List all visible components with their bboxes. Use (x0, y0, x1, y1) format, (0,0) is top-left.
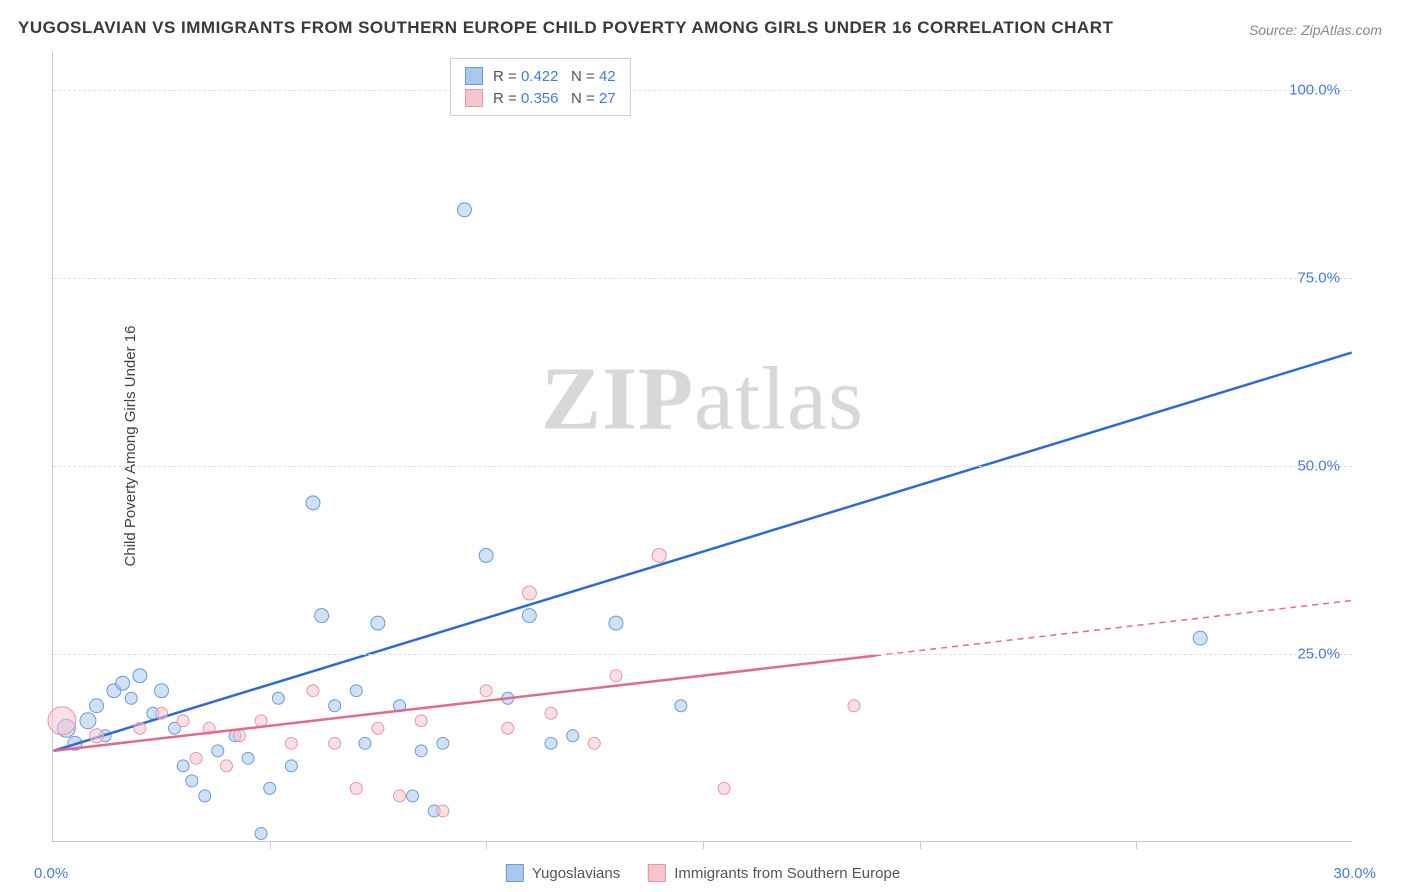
series-legend: Yugoslavians Immigrants from Southern Eur… (506, 864, 900, 882)
data-point (133, 669, 147, 683)
data-point (371, 616, 385, 630)
data-point (1193, 631, 1207, 645)
data-point (588, 737, 600, 749)
data-point (545, 737, 557, 749)
gridline (53, 90, 1352, 91)
data-point (307, 685, 319, 697)
data-point (155, 684, 169, 698)
data-point (567, 730, 579, 742)
trend-line (53, 353, 1351, 751)
x-tick (270, 841, 271, 849)
legend-row: R = 0.356 N = 27 (465, 87, 616, 109)
data-point (350, 685, 362, 697)
data-point (306, 496, 320, 510)
gridline (53, 466, 1352, 467)
data-point (285, 737, 297, 749)
trend-line (53, 656, 875, 751)
data-point (116, 676, 130, 690)
data-point (285, 760, 297, 772)
data-point (186, 775, 198, 787)
data-point (177, 715, 189, 727)
gridline (53, 654, 1352, 655)
x-axis-min-label: 0.0% (34, 865, 68, 882)
trend-line-extrapolated (876, 601, 1352, 656)
data-point (212, 745, 224, 757)
x-tick (703, 841, 704, 849)
data-point (480, 685, 492, 697)
plot-area: ZIPatlas 25.0%50.0%75.0%100.0% (52, 52, 1352, 842)
data-point (848, 700, 860, 712)
data-point (350, 782, 362, 794)
data-point (415, 745, 427, 757)
x-tick (1136, 841, 1137, 849)
legend-stats: R = 0.356 N = 27 (493, 90, 616, 107)
legend-row: R = 0.422 N = 42 (465, 65, 616, 87)
data-point (220, 760, 232, 772)
legend-swatch (465, 67, 483, 85)
chart-svg (53, 52, 1352, 841)
data-point (502, 722, 514, 734)
source-attribution: Source: ZipAtlas.com (1249, 22, 1382, 38)
data-point (255, 715, 267, 727)
legend-label: Yugoslavians (532, 865, 620, 882)
data-point (609, 616, 623, 630)
y-tick-label: 75.0% (1297, 269, 1340, 286)
data-point (359, 737, 371, 749)
data-point (80, 713, 96, 729)
data-point (90, 729, 104, 743)
data-point (437, 805, 449, 817)
data-point (90, 699, 104, 713)
data-point (372, 722, 384, 734)
legend-swatch (506, 864, 524, 882)
data-point (522, 609, 536, 623)
data-point (156, 707, 168, 719)
y-tick-label: 50.0% (1297, 457, 1340, 474)
data-point (415, 715, 427, 727)
legend-item: Immigrants from Southern Europe (648, 864, 900, 882)
chart-title: YUGOSLAVIAN VS IMMIGRANTS FROM SOUTHERN … (18, 18, 1113, 38)
data-point (718, 782, 730, 794)
data-point (479, 548, 493, 562)
data-point (315, 609, 329, 623)
x-tick (486, 841, 487, 849)
y-tick-label: 100.0% (1289, 81, 1340, 98)
legend-item: Yugoslavians (506, 864, 620, 882)
data-point (177, 760, 189, 772)
legend-swatch (648, 864, 666, 882)
data-point (199, 790, 211, 802)
correlation-legend: R = 0.422 N = 42 R = 0.356 N = 27 (450, 58, 631, 116)
data-point (48, 707, 76, 735)
x-tick (920, 841, 921, 849)
data-point (457, 203, 471, 217)
data-point (272, 692, 284, 704)
data-point (652, 548, 666, 562)
data-point (329, 700, 341, 712)
x-axis-max-label: 30.0% (1333, 865, 1376, 882)
data-point (545, 707, 557, 719)
legend-swatch (465, 89, 483, 107)
data-point (242, 752, 254, 764)
data-point (125, 692, 137, 704)
data-point (407, 790, 419, 802)
data-point (233, 730, 245, 742)
data-point (675, 700, 687, 712)
data-point (437, 737, 449, 749)
data-point (610, 670, 622, 682)
gridline (53, 278, 1352, 279)
legend-label: Immigrants from Southern Europe (674, 865, 900, 882)
data-point (134, 722, 146, 734)
data-point (329, 737, 341, 749)
data-point (190, 752, 202, 764)
data-point (522, 586, 536, 600)
y-tick-label: 25.0% (1297, 645, 1340, 662)
legend-stats: R = 0.422 N = 42 (493, 68, 616, 85)
data-point (264, 782, 276, 794)
data-point (255, 827, 267, 839)
data-point (394, 790, 406, 802)
